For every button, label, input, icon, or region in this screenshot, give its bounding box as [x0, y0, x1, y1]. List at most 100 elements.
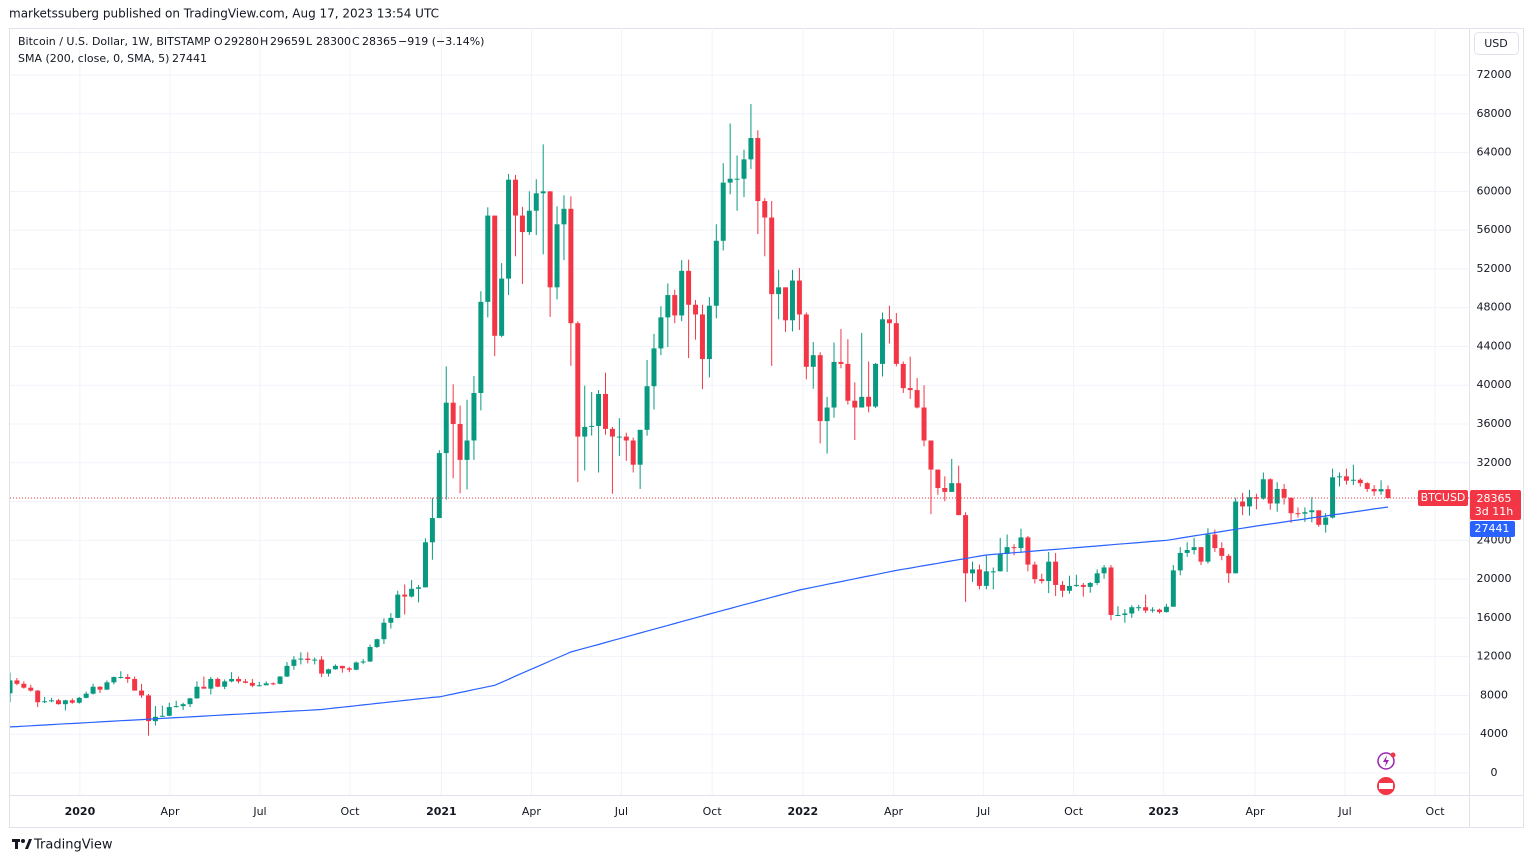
candle-body: [132, 678, 138, 691]
y-tick-label: 48000: [1477, 301, 1512, 314]
x-tick-label: Jul: [1337, 805, 1351, 818]
candle-body: [229, 678, 235, 682]
candle-body: [173, 706, 179, 708]
y-tick-label: 44000: [1477, 339, 1512, 352]
candle-body: [367, 646, 373, 662]
candle-body: [277, 676, 283, 684]
candle-body: [1066, 585, 1072, 591]
candle-body: [859, 396, 865, 408]
candle-body: [630, 440, 636, 465]
candle-body: [492, 215, 498, 336]
candle-body: [824, 407, 830, 422]
x-tick-label: Apr: [1246, 805, 1266, 818]
currency-label[interactable]: USD: [1484, 37, 1508, 50]
candle-body: [526, 210, 532, 233]
candle-body: [900, 363, 906, 389]
candle-body: [1323, 517, 1329, 525]
candle-body: [935, 469, 941, 488]
price-label: 28365: [1477, 492, 1512, 505]
candle-body: [457, 424, 463, 460]
currency-button[interactable]: [1474, 32, 1519, 55]
candle-body: [990, 571, 996, 573]
candle-body: [1060, 584, 1066, 591]
candle-body: [90, 686, 96, 694]
candle-body: [997, 553, 1003, 572]
events-glyph: [1379, 783, 1393, 789]
candle-body: [381, 622, 387, 640]
candle-body: [803, 314, 809, 367]
candle-body: [1143, 607, 1149, 611]
candle-body: [1378, 489, 1384, 492]
candle-body: [644, 386, 650, 430]
candle-body: [1053, 561, 1059, 585]
chart-frame: [9, 28, 1524, 828]
candle-body: [679, 270, 685, 316]
candle-body: [1219, 548, 1225, 556]
candle-body: [879, 319, 885, 364]
x-tick-label: 2020: [65, 805, 96, 818]
sma-price-label: 27441: [1475, 522, 1510, 535]
candle-body: [1267, 479, 1273, 504]
x-tick-label: Apr: [884, 805, 904, 818]
candle-body: [914, 390, 920, 408]
candle-body: [727, 178, 733, 183]
candle-body: [360, 661, 366, 663]
change-value: −919 (−3.14%): [398, 35, 484, 48]
candle-body: [422, 542, 428, 588]
candle-body: [55, 700, 61, 705]
sma-line: [10, 506, 1389, 728]
candle-body: [201, 686, 207, 689]
ohlc-value: 29659: [270, 35, 305, 48]
candle-body: [83, 693, 89, 698]
candle-body: [374, 639, 380, 647]
y-tick-label: 64000: [1477, 146, 1512, 159]
candle-body: [62, 700, 68, 705]
candle-body: [28, 687, 34, 691]
candle-body: [1101, 567, 1107, 574]
candle-body: [97, 686, 103, 690]
candle-body: [443, 402, 449, 454]
candle-body: [139, 690, 145, 696]
candle-body: [111, 677, 117, 683]
candle-body: [921, 407, 927, 441]
candle-body: [1011, 547, 1017, 549]
y-tick-label: 20000: [1477, 572, 1512, 585]
candle-body: [1295, 513, 1301, 515]
candle-body: [464, 440, 470, 460]
candle-body: [499, 278, 505, 336]
candle-body: [1205, 534, 1211, 562]
candle-body: [104, 682, 110, 690]
x-tick-label: Oct: [703, 805, 723, 818]
candle-body: [159, 715, 165, 717]
candle-body: [215, 678, 221, 687]
candle-body: [1115, 614, 1121, 616]
candle-body: [1129, 607, 1135, 614]
candle-body: [76, 697, 82, 703]
candle-body: [776, 287, 782, 295]
candle-body: [575, 323, 581, 437]
candle-body: [713, 240, 719, 306]
candle-body: [1150, 609, 1156, 611]
candle-body: [395, 594, 401, 618]
candle-body: [519, 215, 525, 233]
y-tick-label: 72000: [1477, 68, 1512, 81]
candle-body: [1191, 547, 1197, 551]
candle-body: [533, 193, 539, 211]
candle-body: [963, 515, 969, 574]
ohlc-key: H: [260, 35, 268, 48]
candle-body: [1018, 537, 1024, 549]
candle-body: [485, 215, 491, 302]
logo-part: [21, 839, 25, 843]
candle-body: [907, 388, 913, 391]
candle-body: [1302, 512, 1308, 514]
y-tick-label: 16000: [1477, 611, 1512, 624]
candle-body: [1170, 570, 1176, 607]
candle-body: [1274, 488, 1280, 504]
candle-body: [789, 280, 795, 321]
alert-dot: [1390, 752, 1396, 758]
alert-icon[interactable]: [1377, 752, 1395, 770]
candle-body: [1080, 584, 1086, 587]
candle-body: [651, 348, 657, 387]
candle-body: [14, 680, 20, 684]
